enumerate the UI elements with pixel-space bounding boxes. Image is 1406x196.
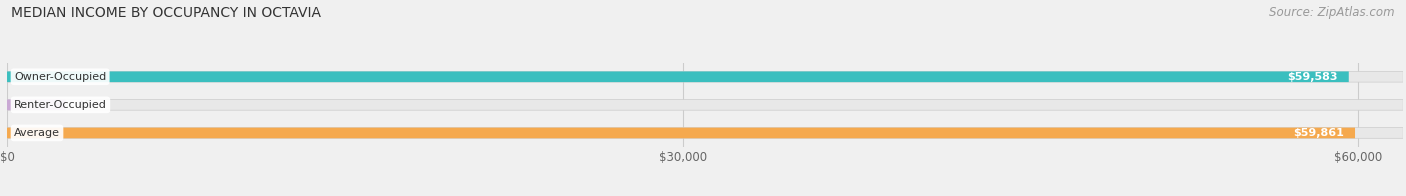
Text: Owner-Occupied: Owner-Occupied	[14, 72, 107, 82]
Text: $0: $0	[77, 100, 91, 110]
Text: $59,861: $59,861	[1294, 128, 1344, 138]
Text: MEDIAN INCOME BY OCCUPANCY IN OCTAVIA: MEDIAN INCOME BY OCCUPANCY IN OCTAVIA	[11, 6, 321, 20]
Text: Source: ZipAtlas.com: Source: ZipAtlas.com	[1270, 6, 1395, 19]
FancyBboxPatch shape	[7, 100, 1403, 110]
FancyBboxPatch shape	[7, 128, 1355, 138]
FancyBboxPatch shape	[7, 100, 66, 110]
Text: Renter-Occupied: Renter-Occupied	[14, 100, 107, 110]
FancyBboxPatch shape	[7, 71, 1403, 82]
Text: $59,583: $59,583	[1286, 72, 1337, 82]
Text: Average: Average	[14, 128, 60, 138]
FancyBboxPatch shape	[7, 128, 1403, 138]
FancyBboxPatch shape	[7, 71, 1348, 82]
